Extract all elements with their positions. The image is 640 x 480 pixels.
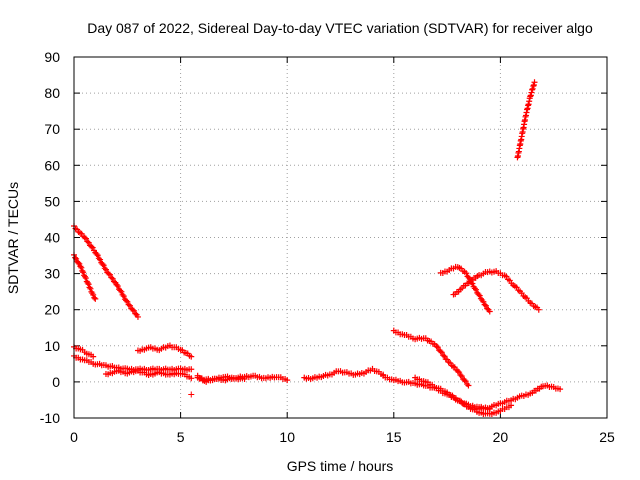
series-markers [71, 251, 99, 302]
x-tick-label: 15 [386, 429, 402, 445]
series-markers [194, 372, 248, 385]
x-tick-label: 5 [177, 429, 185, 445]
x-tick-label: 0 [70, 429, 78, 445]
y-tick-label: 10 [44, 338, 60, 354]
series-arc-10 [301, 365, 387, 382]
x-tick-label: 25 [599, 429, 615, 445]
y-tick-label: 20 [44, 302, 60, 318]
series-markers [465, 382, 564, 412]
series-arc-14 [465, 382, 564, 412]
series-markers [390, 327, 472, 389]
y-tick-label: 80 [44, 85, 60, 101]
series-markers [450, 268, 542, 313]
y-axis-label: SDTVAR / TECUs [5, 182, 21, 294]
x-tick-label: 10 [279, 429, 295, 445]
data-points [71, 79, 564, 418]
plot-frame [73, 56, 608, 419]
y-tick-label: 30 [44, 266, 60, 282]
series-arc-7 [188, 391, 195, 398]
y-tick-label: 0 [52, 374, 60, 390]
y-tick-label: 90 [44, 49, 60, 65]
data-point [188, 391, 195, 398]
x-axis-label: GPS time / hours [287, 458, 394, 474]
y-tick-label: 60 [44, 157, 60, 173]
series-markers [301, 365, 387, 382]
series-arc-11 [390, 327, 472, 389]
series-arc-1 [71, 251, 99, 302]
y-tick-label: 50 [44, 193, 60, 209]
series-arc-5 [102, 367, 195, 382]
series-markers [437, 263, 493, 315]
series-arc-16 [450, 268, 542, 313]
y-tick-label: 40 [44, 230, 60, 246]
series-arc-9 [194, 372, 248, 385]
series-arc-15 [437, 263, 493, 315]
series-markers [102, 367, 195, 382]
y-tick-label: 70 [44, 121, 60, 137]
series-markers [134, 342, 195, 360]
y-tick-label: -10 [40, 410, 60, 426]
x-tick-label: 20 [493, 429, 509, 445]
chart-title: Day 087 of 2022, Sidereal Day-to-day VTE… [87, 20, 593, 36]
series-arc-6 [134, 342, 195, 360]
series-arc-17 [514, 79, 538, 161]
series-markers [514, 79, 538, 161]
grid [74, 57, 607, 418]
